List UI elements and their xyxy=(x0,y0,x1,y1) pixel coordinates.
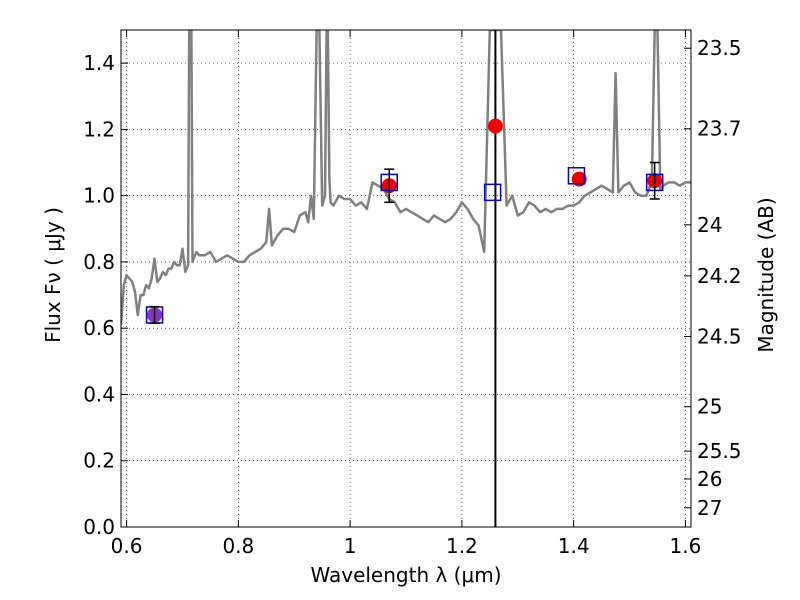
y-tick-label: 1.4 xyxy=(83,51,115,75)
y2-tick-label: 24 xyxy=(697,213,722,237)
x-tick-label: 1.4 xyxy=(558,534,590,558)
x-tick-label: 1.2 xyxy=(446,534,478,558)
y2-tick-label: 25.5 xyxy=(697,439,742,463)
y-tick-label: 0.8 xyxy=(83,250,115,274)
y2-tick-label: 24.2 xyxy=(697,264,742,288)
y-tick-label: 1.2 xyxy=(83,117,115,141)
y-tick-label: 0.0 xyxy=(83,515,115,539)
y-axis-label: Flux Fν ( μJy ) xyxy=(41,207,65,343)
x-tick-label: 0.8 xyxy=(222,534,254,558)
y-tick-label: 0.6 xyxy=(83,316,115,340)
x-axis-label: Wavelength λ (μm) xyxy=(310,563,501,587)
axis-ticks: 0.6 0.8 1 1.2 1.4 1.6 0.0 0.2 0.4 0.6 0.8 1.0 1.2 1.4… xyxy=(83,30,742,558)
model-spectrum-line xyxy=(121,30,691,325)
x-tick-label: 1.6 xyxy=(670,534,702,558)
x-tick-label: 0.6 xyxy=(111,534,143,558)
y2-tick-label: 23.7 xyxy=(697,117,742,141)
y2-tick-label: 24.5 xyxy=(697,324,742,348)
y2-tick-label: 25 xyxy=(697,395,722,419)
plot-frame xyxy=(120,29,692,528)
y-tick-label: 1.0 xyxy=(83,184,115,208)
y2-tick-label: 23.5 xyxy=(697,36,742,60)
gridlines xyxy=(121,30,691,528)
y-tick-label: 0.2 xyxy=(83,449,115,473)
y-tick-label: 0.4 xyxy=(83,382,115,406)
observed-point xyxy=(571,171,587,187)
observed-point xyxy=(487,118,503,134)
y2-tick-label: 27 xyxy=(697,496,722,520)
y2-tick-label: 26 xyxy=(697,467,722,491)
synthetic-square xyxy=(483,183,502,202)
plot-content xyxy=(121,30,691,527)
right-axis-label: Magnitude (AB) xyxy=(754,197,778,352)
synthetic-square xyxy=(567,167,586,185)
x-tick-label: 1 xyxy=(344,534,357,558)
